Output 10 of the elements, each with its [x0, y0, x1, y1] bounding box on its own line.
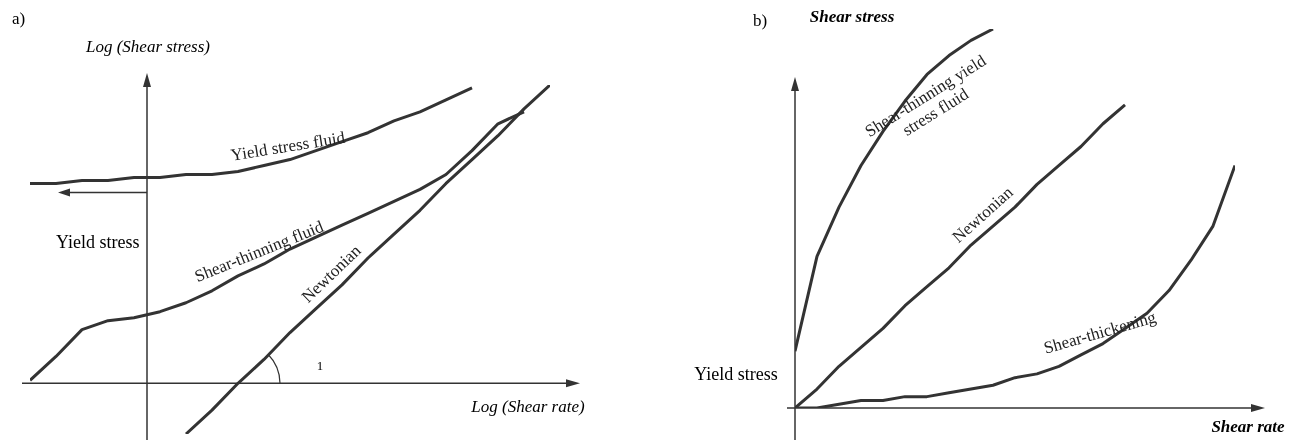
chart-title: b) [753, 11, 768, 30]
text: Yield stress [694, 364, 778, 384]
annotation: 1 [316, 358, 324, 373]
x-axis-title: Log (Shear rate) [470, 397, 585, 416]
x-axis-title: Shear rate [1211, 417, 1286, 436]
y-axis-title: Log (Shear stress) [84, 37, 211, 56]
chart-title: a) [12, 9, 26, 28]
y-axis-title: Shear stress [809, 7, 895, 26]
annotation: Yield stress [56, 232, 140, 252]
text: Yield stress fluid [229, 127, 347, 165]
